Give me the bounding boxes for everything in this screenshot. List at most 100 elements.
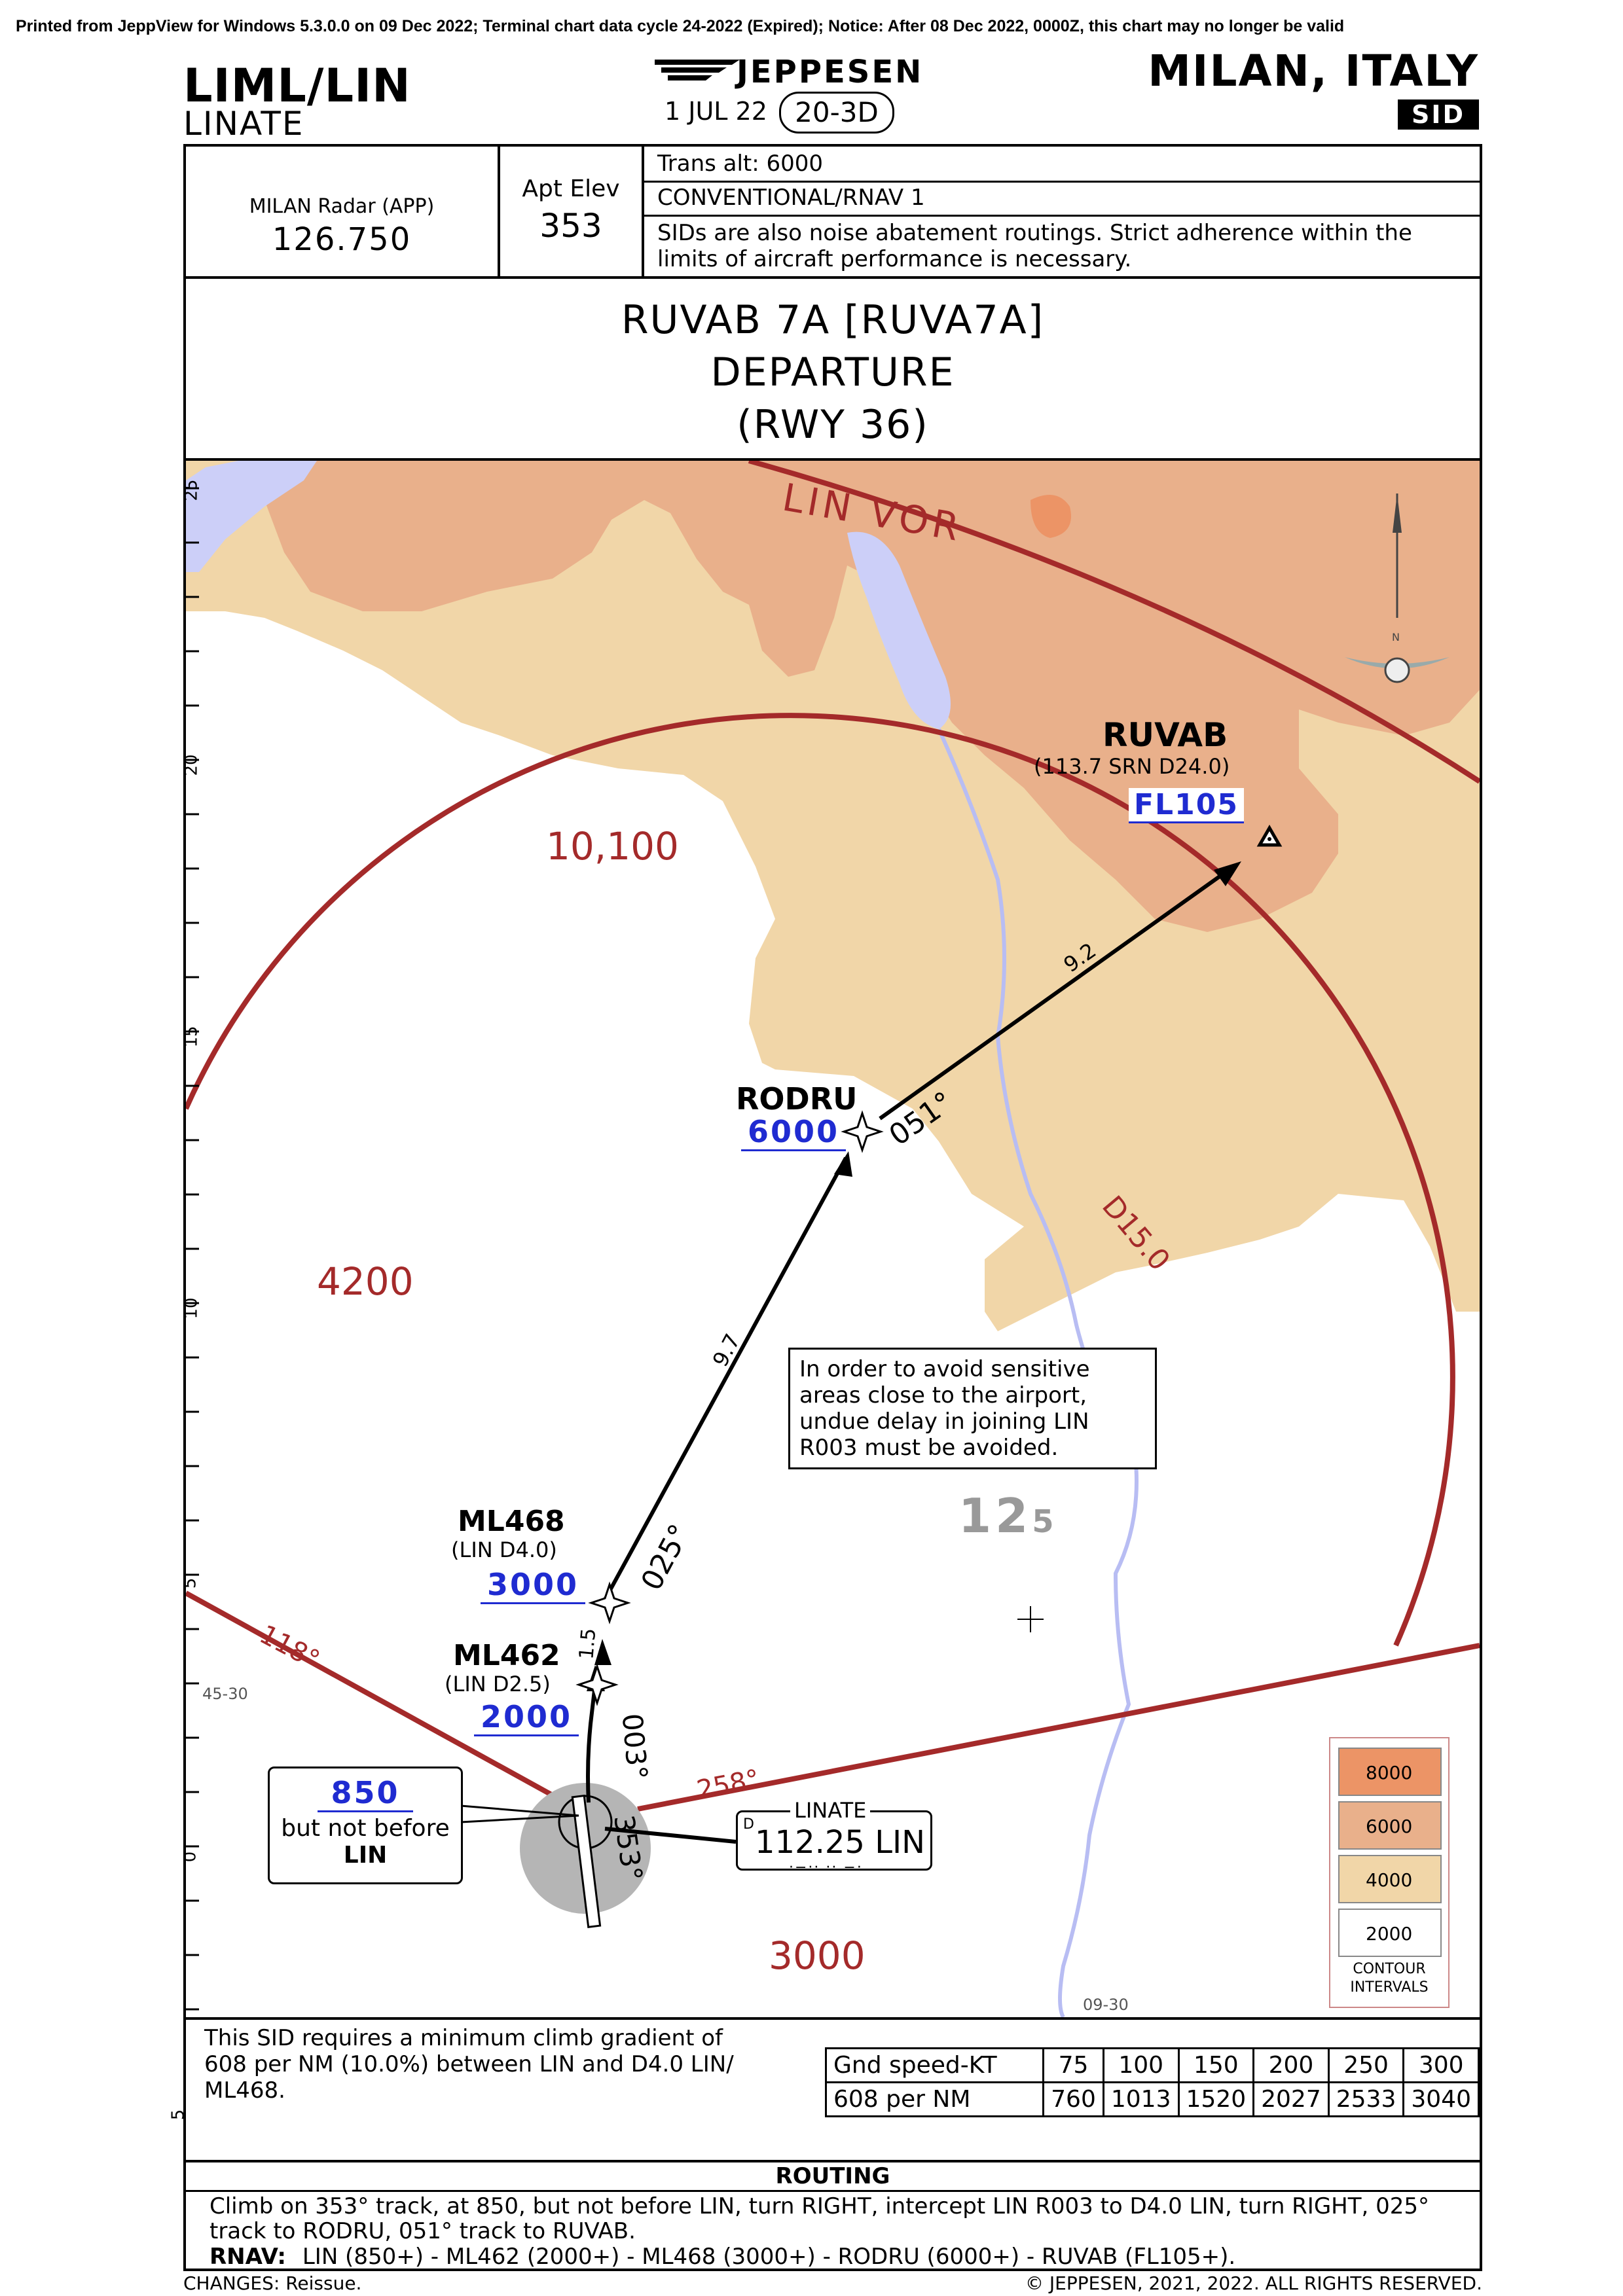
title-line1: RUVAB 7A [RUVA7A] bbox=[621, 297, 1045, 343]
chart-number: 20-3D bbox=[779, 92, 894, 134]
contour-label-2000: 2000 bbox=[1366, 1923, 1413, 1945]
rodru-altitude: 6000 bbox=[741, 1114, 847, 1151]
chart-header: LIML/LIN LINATE JEPPESEN 1 JUL 22 20-3D … bbox=[0, 39, 1623, 144]
radar-label: MILAN Radar (APP) bbox=[249, 195, 435, 218]
ml462-name: ML462 bbox=[453, 1639, 560, 1672]
dme-arc-d15 bbox=[186, 713, 1455, 1647]
procedure-title: RUVAB 7A [RUVA7A] DEPARTURE (RWY 36) bbox=[183, 276, 1482, 461]
speed-250: 250 bbox=[1327, 2047, 1405, 2083]
lake-center bbox=[847, 531, 951, 729]
dme-indicator: D bbox=[743, 1816, 754, 1833]
rate-300: 3040 bbox=[1402, 2081, 1480, 2117]
airport-symbol bbox=[558, 1794, 613, 1928]
trans-alt: Trans alt: 6000 bbox=[657, 151, 824, 177]
contour-label-6000: 6000 bbox=[1366, 1816, 1413, 1837]
changes-note: CHANGES: Reissue. bbox=[183, 2272, 362, 2294]
rodru-name: RODRU bbox=[736, 1081, 858, 1117]
scale-label-15: 15 bbox=[183, 1026, 202, 1048]
plan-view: N 25 20 15 10 5 0 LIN VOR D15.0 10,100 4… bbox=[183, 458, 1482, 2020]
rnav-label: RNAV: bbox=[210, 2244, 287, 2270]
speed-150: 150 bbox=[1177, 2047, 1255, 2083]
terrain-8000 bbox=[1030, 495, 1071, 538]
rate-250: 2533 bbox=[1327, 2081, 1405, 2117]
airport-identifier: LIML/LIN bbox=[183, 59, 411, 113]
navaid-name: LINATE bbox=[790, 1798, 871, 1823]
msa-label-south: 3000 bbox=[769, 1933, 866, 1978]
copyright: © JEPPESEN, 2021, 2022. ALL RIGHTS RESER… bbox=[1025, 2272, 1482, 2294]
route-track bbox=[586, 865, 1235, 1803]
noise-note-line2: limits of aircraft performance is necess… bbox=[657, 246, 1132, 272]
title-line3: (RWY 36) bbox=[737, 402, 929, 448]
airport-name: LINATE bbox=[183, 105, 304, 143]
contour-2000: 2000 bbox=[1338, 1909, 1442, 1957]
ml468-name: ML468 bbox=[458, 1505, 565, 1538]
waypoint-ml462-icon bbox=[575, 1663, 619, 1706]
msa-label-west: 4200 bbox=[317, 1259, 414, 1304]
contour-legend-title1: CONTOUR bbox=[1353, 1961, 1426, 1977]
radar-frequency: 126.750 bbox=[272, 221, 412, 258]
leg-track-initial: 003° bbox=[615, 1712, 654, 1782]
ground-speed-table: Gnd speed-KT 75 100 150 200 250 300 608 … bbox=[824, 2047, 1480, 2117]
ruvab-altitude: FL105 bbox=[1129, 788, 1244, 823]
rnav-line: RNAV: LIN (850+) - ML462 (2000+) - ML468… bbox=[210, 2244, 1235, 2270]
spot-elevation-main: 12 bbox=[958, 1488, 1032, 1543]
elevation-label: Apt Elev bbox=[522, 175, 620, 202]
contour-6000: 6000 bbox=[1338, 1801, 1442, 1850]
constraint-text: but not before bbox=[281, 1815, 450, 1842]
waypoint-rodru-icon bbox=[841, 1110, 884, 1153]
rate-200: 2027 bbox=[1252, 2081, 1330, 2117]
constraint-fix: LIN bbox=[343, 1842, 388, 1869]
rate-75: 760 bbox=[1042, 2081, 1104, 2117]
spot-elevation-sub: 5 bbox=[1032, 1503, 1058, 1540]
constraint-altitude: 850 bbox=[318, 1775, 413, 1812]
rate-150: 1520 bbox=[1177, 2081, 1255, 2117]
leg-distance-ml462-ml468: 1.5 bbox=[575, 1627, 601, 1660]
scale-label-0: 0 bbox=[186, 1852, 200, 1863]
distance-scale bbox=[186, 487, 199, 2011]
msa-label-north: 10,100 bbox=[546, 824, 679, 869]
ml462-altitude: 2000 bbox=[474, 1699, 579, 1736]
effective-date: 1 JUL 22 bbox=[665, 97, 767, 126]
waypoint-ruvab-icon bbox=[1256, 824, 1283, 847]
routing-text: Climb on 353° track, at 850, but not bef… bbox=[210, 2193, 1430, 2244]
navaid-box[interactable]: LINATE D 112.25 LIN ·−·· ·· −· bbox=[736, 1798, 932, 1876]
ruvab-name: RUVAB bbox=[1103, 716, 1228, 754]
routing-heading: ROUTING bbox=[186, 2162, 1480, 2192]
north-arrow-icon: N bbox=[1345, 493, 1450, 683]
contour-label-8000: 8000 bbox=[1366, 1762, 1413, 1784]
ml468-reference: (LIN D4.0) bbox=[451, 1537, 557, 1562]
scale-label-5: 5 bbox=[186, 1578, 200, 1589]
scale-label-5-lower: 5 bbox=[168, 2109, 189, 2121]
grid-label-lon: 09-30 bbox=[1083, 1996, 1129, 2014]
rate-row: 608 per NM 760 1013 1520 2027 2533 3040 bbox=[824, 2081, 1480, 2117]
nav-spec: CONVENTIONAL/RNAV 1 bbox=[657, 185, 925, 211]
contour-legend-title2: INTERVALS bbox=[1350, 1979, 1429, 1996]
radial-258 bbox=[637, 1643, 1480, 1812]
ml462-reference: (LIN D2.5) bbox=[445, 1672, 551, 1696]
contour-label-4000: 4000 bbox=[1366, 1869, 1413, 1891]
scale-label-25: 25 bbox=[183, 479, 202, 501]
spot-elevation: 125 bbox=[958, 1488, 1058, 1543]
speed-row-label: Gnd speed-KT bbox=[824, 2047, 1045, 2083]
brand-name: JEPPESEN bbox=[737, 54, 924, 90]
noise-note-line1: SIDs are also noise abatement routings. … bbox=[657, 220, 1412, 246]
rate-row-label: 608 per NM bbox=[824, 2081, 1045, 2117]
vor-arc bbox=[748, 461, 1480, 784]
speed-75: 75 bbox=[1042, 2047, 1104, 2083]
city-country: MILAN, ITALY bbox=[1148, 46, 1479, 96]
ruvab-reference: (113.7 SRN D24.0) bbox=[1034, 754, 1230, 779]
lake-upper-left bbox=[186, 461, 317, 572]
title-line2: DEPARTURE bbox=[710, 350, 955, 395]
climb-requirement: This SID requires a minimum climb gradie… bbox=[204, 2025, 734, 2104]
elevation-cell: Apt Elev 353 bbox=[500, 147, 644, 276]
speed-300: 300 bbox=[1402, 2047, 1480, 2083]
contour-legend: 8000 6000 4000 2000 CONTOUR INTERVALS bbox=[1329, 1737, 1450, 2008]
climb-gradient-section: This SID requires a minimum climb gradie… bbox=[168, 2017, 1482, 2162]
routing-section: ROUTING Climb on 353° track, at 850, but… bbox=[183, 2160, 1482, 2271]
grid-cross bbox=[1017, 1606, 1044, 1632]
navaid-frequency: 112.25 LIN bbox=[755, 1824, 926, 1861]
altitude-constraint-box: 850 but not before LIN bbox=[268, 1767, 463, 1884]
scale-label-10: 10 bbox=[183, 1297, 202, 1319]
scale-label-20: 20 bbox=[183, 754, 202, 776]
rate-100: 1013 bbox=[1102, 2081, 1180, 2117]
